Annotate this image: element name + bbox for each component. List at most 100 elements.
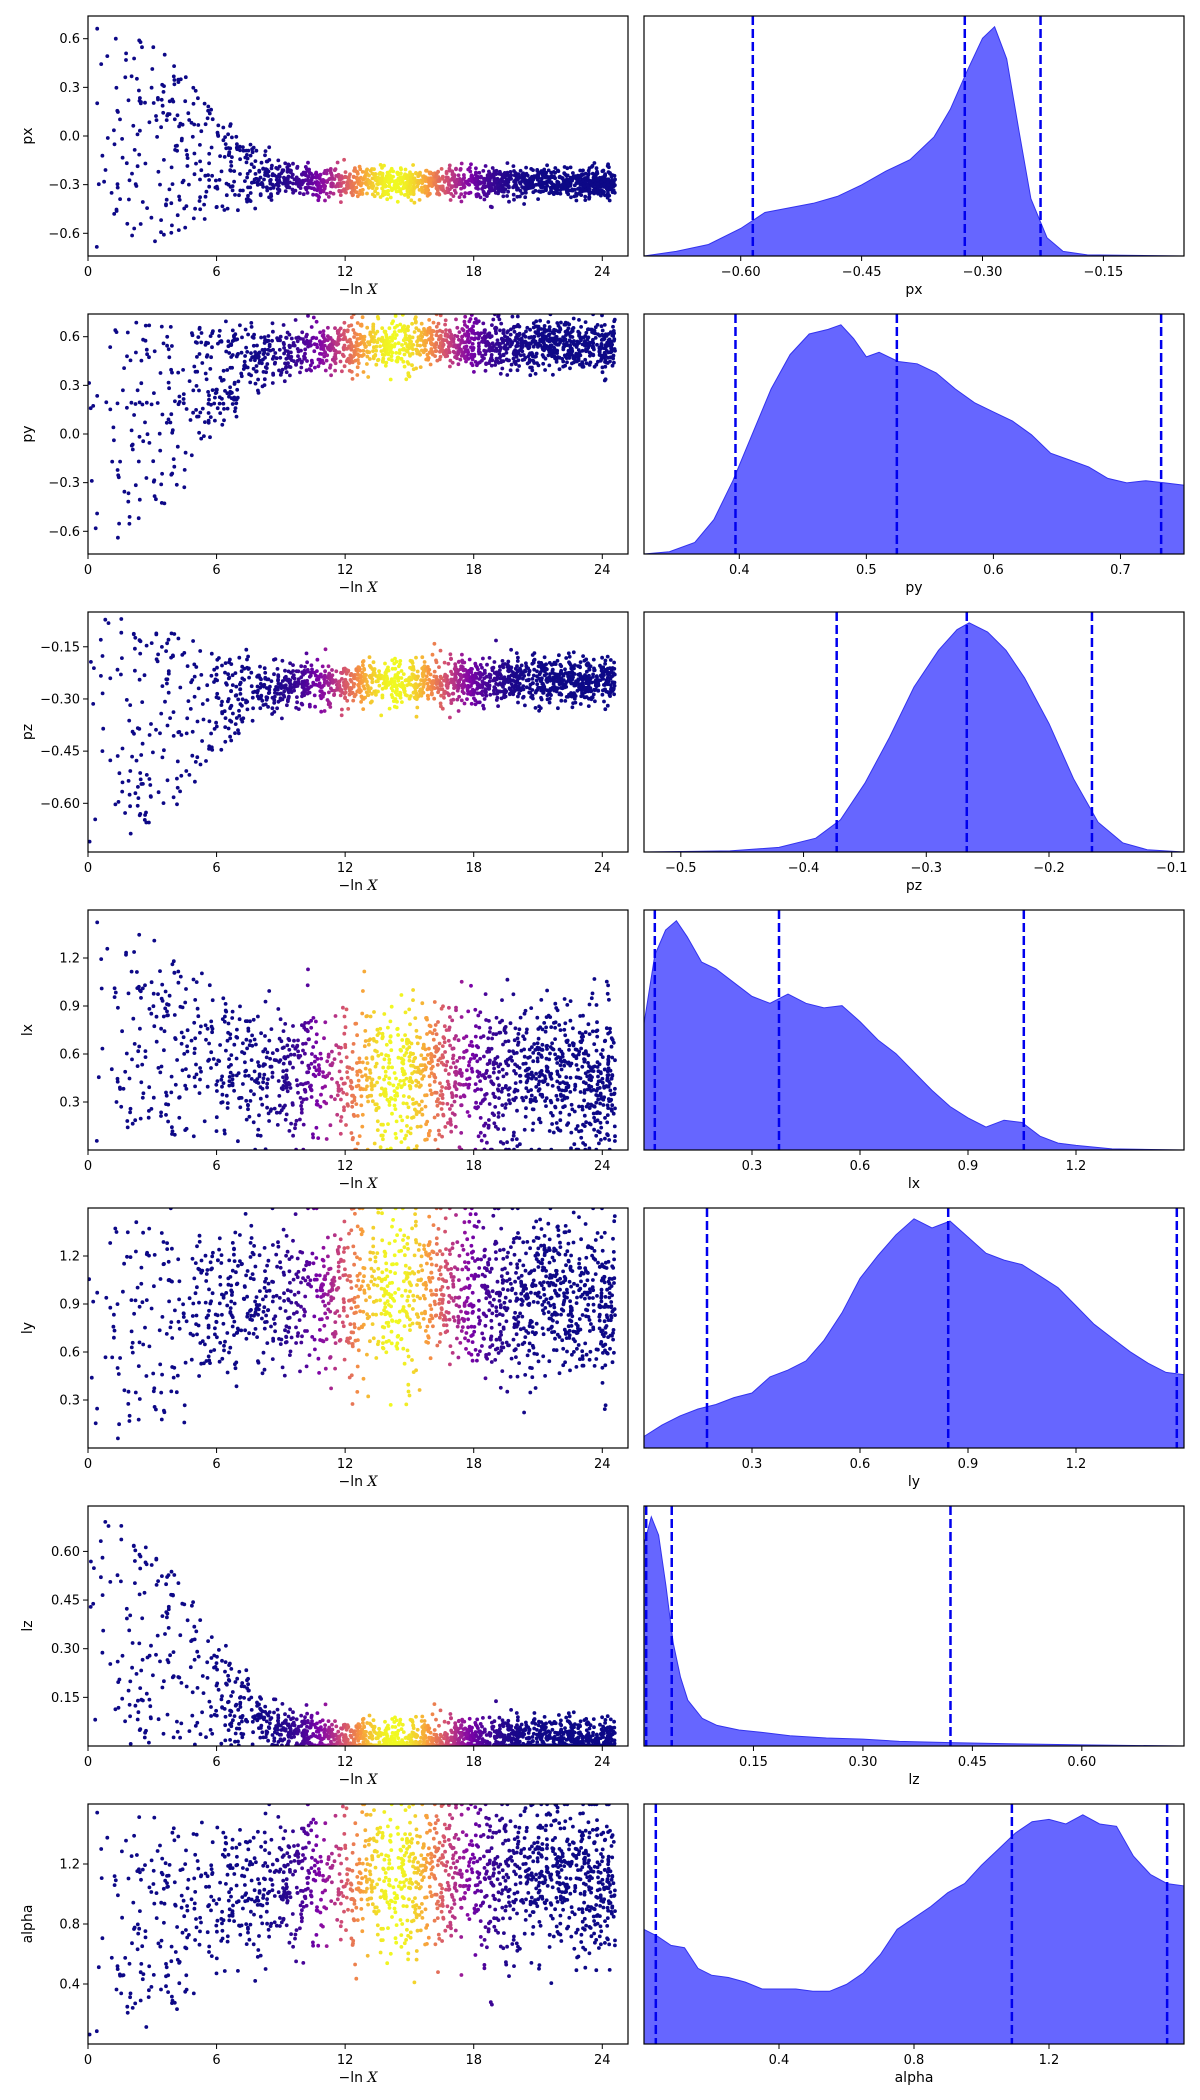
trace-point [171, 457, 176, 461]
x-tick-label: −0.30 [963, 265, 1003, 280]
trace-point [132, 226, 137, 231]
trace-point [356, 361, 361, 366]
trace-point [271, 373, 276, 377]
trace-point [131, 123, 136, 128]
trace-point [193, 206, 198, 211]
trace-point [413, 317, 417, 321]
trace-point [173, 144, 178, 148]
trace-point [496, 183, 500, 188]
trace-point [397, 683, 401, 687]
trace-point [130, 442, 135, 447]
trace-point [221, 401, 226, 406]
trace-point [467, 178, 471, 183]
trace-point [398, 181, 403, 186]
trace-point [593, 336, 598, 340]
trace-point [291, 663, 295, 667]
trace-point [520, 345, 524, 350]
trace-point [242, 666, 247, 671]
trace-point [226, 726, 231, 731]
trace-point [274, 356, 279, 361]
trace-point [498, 328, 502, 333]
trace-point [248, 380, 253, 385]
trace-point [158, 371, 163, 375]
trace-point [548, 174, 553, 179]
trace-point [466, 352, 470, 357]
trace-point [547, 363, 552, 368]
trace-point [392, 661, 397, 666]
trace-point [123, 811, 127, 815]
trace-point [488, 675, 493, 680]
trace-point [189, 120, 194, 125]
trace-point [509, 342, 514, 347]
trace-point [95, 26, 100, 31]
trace-point [427, 170, 432, 175]
trace-point [539, 176, 544, 181]
trace-point [438, 648, 443, 653]
trace-point [136, 459, 141, 464]
trace-point [515, 659, 520, 663]
trace-point [389, 677, 394, 681]
trace-point [135, 803, 140, 808]
trace-point [487, 656, 492, 660]
trace-point [128, 804, 133, 809]
trace-point [102, 179, 106, 184]
x-tick-label: 24 [594, 563, 611, 578]
trace-point [253, 353, 258, 358]
trace-point [601, 688, 605, 693]
trace-point [235, 337, 240, 342]
trace-point [381, 189, 386, 194]
trace-point [249, 351, 253, 355]
trace-point [145, 206, 150, 211]
trace-point [543, 185, 547, 190]
trace-point [466, 334, 471, 339]
trace-point [198, 195, 203, 200]
trace-point [229, 390, 234, 395]
trace-point [198, 177, 202, 182]
trace-point [469, 162, 473, 167]
trace-point [288, 661, 292, 666]
trace-point [526, 672, 531, 677]
trace-point [553, 187, 558, 191]
trace-point [595, 171, 600, 176]
trace-point [418, 687, 423, 692]
trace-point [327, 690, 331, 695]
trace-point [296, 707, 301, 711]
trace-point [276, 681, 281, 686]
trace-point [512, 674, 516, 679]
trace-point [527, 352, 532, 357]
trace-point [379, 179, 384, 183]
trace-point [356, 176, 361, 181]
trace-point [524, 685, 529, 690]
y-tick-label: 0.0 [59, 130, 80, 145]
trace-point [115, 182, 120, 187]
trace-point [521, 332, 526, 336]
trace-point [175, 213, 180, 218]
trace-point [278, 334, 283, 339]
trace-point [584, 347, 588, 351]
trace-point [608, 683, 613, 687]
trace-point [387, 706, 392, 711]
trace-point [274, 182, 278, 187]
trace-point [310, 667, 314, 672]
trace-point [418, 343, 422, 348]
trace-point [487, 180, 491, 185]
trace-point [380, 359, 385, 364]
trace-point [456, 709, 461, 713]
trace-point [517, 364, 521, 368]
trace-point [448, 652, 453, 657]
trace-point [167, 386, 172, 391]
trace-point [457, 350, 461, 355]
trace-point [490, 323, 494, 327]
trace-point [115, 667, 120, 672]
trace-point [467, 340, 471, 345]
x-tick-label: 24 [594, 265, 611, 280]
trace-point [154, 114, 158, 118]
trace-point [257, 169, 262, 174]
trace-panel-px: 0 6 12 18 24−0.6−0.30.00.30.6−ln Xpx [20, 15, 629, 298]
trace-point [565, 187, 570, 192]
trace-point [337, 679, 342, 684]
trace-point [599, 180, 604, 184]
trace-point [576, 329, 581, 334]
trace-point [248, 191, 253, 195]
trace-point [256, 351, 261, 356]
